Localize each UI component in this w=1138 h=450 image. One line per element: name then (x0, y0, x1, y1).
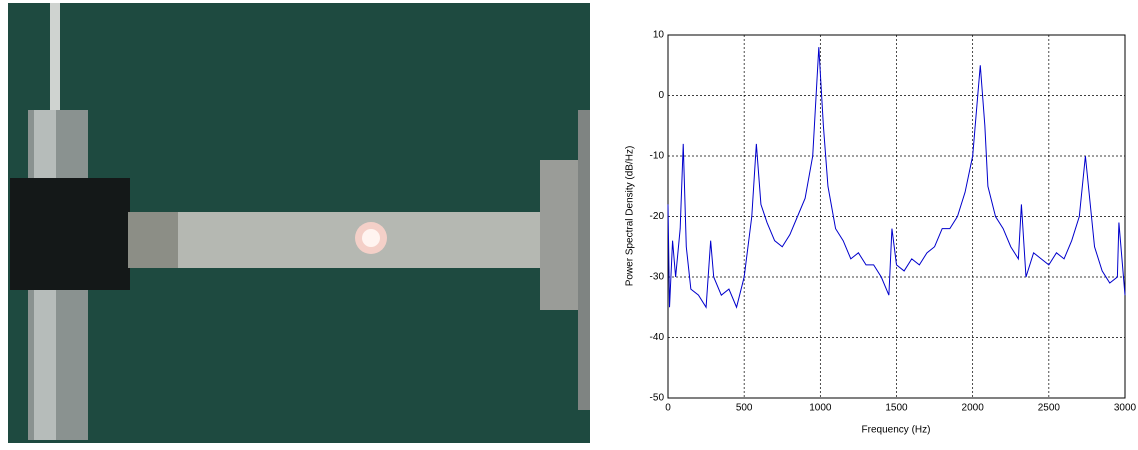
x-axis-label: Frequency (Hz) (862, 425, 931, 436)
y-axis-label: Power Spectral Density (dB/Hz) (625, 146, 636, 287)
x-tick-label: 500 (736, 403, 753, 414)
photo (8, 3, 590, 443)
y-tick-label: -10 (650, 151, 665, 162)
x-tick-label: 2000 (962, 403, 985, 414)
x-tick-label: 0 (665, 403, 671, 414)
y-tick-label: 10 (653, 30, 665, 41)
y-tick-label: -30 (650, 272, 665, 283)
x-tick-label: 2500 (1038, 403, 1061, 414)
y-tick-label: -20 (650, 211, 665, 222)
x-tick-label: 1500 (885, 403, 908, 414)
x-tick-label: 1000 (809, 403, 832, 414)
y-tick-label: -50 (650, 393, 665, 404)
y-tick-label: 0 (658, 90, 664, 101)
psd-line (667, 47, 1126, 309)
x-tick-label: 3000 (1114, 403, 1137, 414)
y-tick-label: -40 (650, 332, 665, 343)
